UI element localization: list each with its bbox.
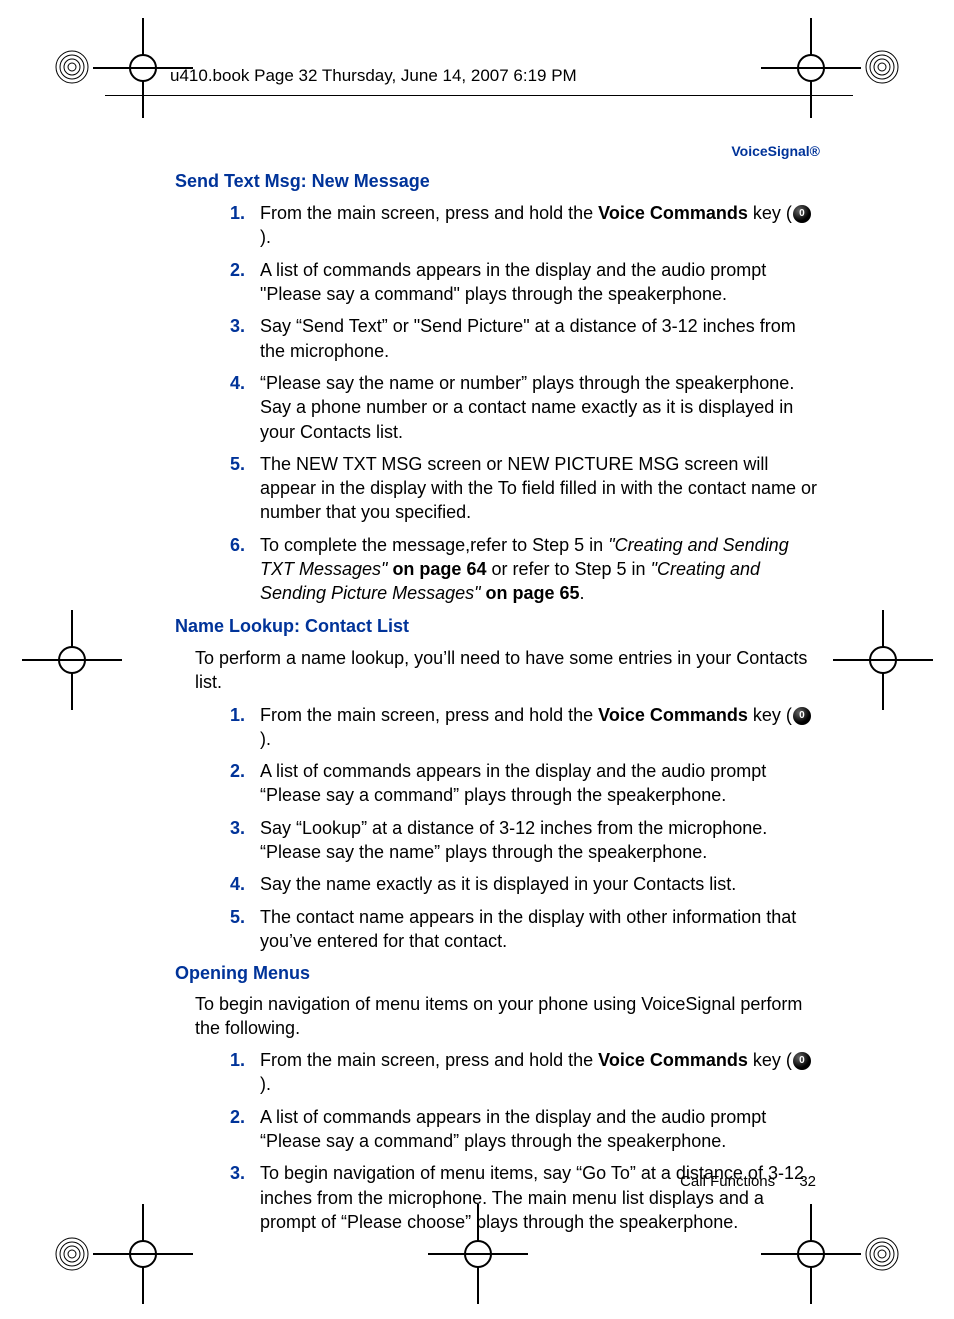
list-item: 5.The contact name appears in the displa… xyxy=(230,905,820,954)
step-text: From the main screen, press and hold the… xyxy=(260,703,820,752)
step-text: From the main screen, press and hold the… xyxy=(260,201,820,250)
section-label: VoiceSignal® xyxy=(175,142,820,161)
crop-mark-icon xyxy=(761,18,861,118)
reg-mark-icon xyxy=(55,50,89,84)
zero-key-icon xyxy=(793,205,811,223)
step-text: The NEW TXT MSG screen or NEW PICTURE MS… xyxy=(260,452,820,525)
step-text: To complete the message,refer to Step 5 … xyxy=(260,533,820,606)
reg-mark-icon xyxy=(55,1237,89,1271)
step-number: 4. xyxy=(230,371,260,444)
step-number: 1. xyxy=(230,1048,260,1097)
page-footer: Call Functions 32 xyxy=(680,1172,816,1192)
footer-label: Call Functions xyxy=(680,1173,775,1190)
step-text: A list of commands appears in the displa… xyxy=(260,1105,820,1154)
header-rule xyxy=(105,95,853,96)
zero-key-icon xyxy=(793,707,811,725)
list-item: 5.The NEW TXT MSG screen or NEW PICTURE … xyxy=(230,452,820,525)
step-number: 3. xyxy=(230,314,260,363)
section-heading: Opening Menus xyxy=(175,961,820,985)
section-intro: To begin navigation of menu items on you… xyxy=(195,992,820,1041)
list-item: 2.A list of commands appears in the disp… xyxy=(230,759,820,808)
list-item: 2.A list of commands appears in the disp… xyxy=(230,1105,820,1154)
step-number: 2. xyxy=(230,1105,260,1154)
section-heading: Send Text Msg: New Message xyxy=(175,169,820,193)
step-number: 6. xyxy=(230,533,260,606)
step-text: “Please say the name or number” plays th… xyxy=(260,371,820,444)
step-number: 2. xyxy=(230,258,260,307)
step-number: 3. xyxy=(230,1161,260,1234)
step-number: 3. xyxy=(230,816,260,865)
list-item: 1.From the main screen, press and hold t… xyxy=(230,1048,820,1097)
step-text: From the main screen, press and hold the… xyxy=(260,1048,820,1097)
crop-mark-icon xyxy=(833,610,933,710)
list-item: 3.Say “Lookup” at a distance of 3-12 inc… xyxy=(230,816,820,865)
list-item: 2.A list of commands appears in the disp… xyxy=(230,258,820,307)
step-number: 4. xyxy=(230,872,260,896)
reg-mark-icon xyxy=(865,50,899,84)
step-number: 1. xyxy=(230,703,260,752)
step-text: Say the name exactly as it is displayed … xyxy=(260,872,820,896)
step-number: 5. xyxy=(230,452,260,525)
zero-key-icon xyxy=(793,1052,811,1070)
list-item: 6.To complete the message,refer to Step … xyxy=(230,533,820,606)
step-text: The contact name appears in the display … xyxy=(260,905,820,954)
step-text: Say “Send Text” or "Send Picture" at a d… xyxy=(260,314,820,363)
list-item: 1.From the main screen, press and hold t… xyxy=(230,703,820,752)
footer-page-number: 32 xyxy=(799,1173,816,1190)
crop-header-text: u410.book Page 32 Thursday, June 14, 200… xyxy=(170,65,577,88)
step-number: 2. xyxy=(230,759,260,808)
step-text: Say “Lookup” at a distance of 3-12 inche… xyxy=(260,816,820,865)
step-text: A list of commands appears in the displa… xyxy=(260,759,820,808)
section-intro: To perform a name lookup, you’ll need to… xyxy=(195,646,820,695)
step-number: 5. xyxy=(230,905,260,954)
reg-mark-icon xyxy=(865,1237,899,1271)
list-item: 1.From the main screen, press and hold t… xyxy=(230,201,820,250)
list-item: 4.“Please say the name or number” plays … xyxy=(230,371,820,444)
list-item: 3.Say “Send Text” or "Send Picture" at a… xyxy=(230,314,820,363)
page-content: VoiceSignal® Send Text Msg: New Message 1… xyxy=(175,142,820,1242)
step-number: 1. xyxy=(230,201,260,250)
step-text: A list of commands appears in the displa… xyxy=(260,258,820,307)
section-heading: Name Lookup: Contact List xyxy=(175,614,820,638)
list-item: 4.Say the name exactly as it is displaye… xyxy=(230,872,820,896)
crop-mark-icon xyxy=(22,610,122,710)
